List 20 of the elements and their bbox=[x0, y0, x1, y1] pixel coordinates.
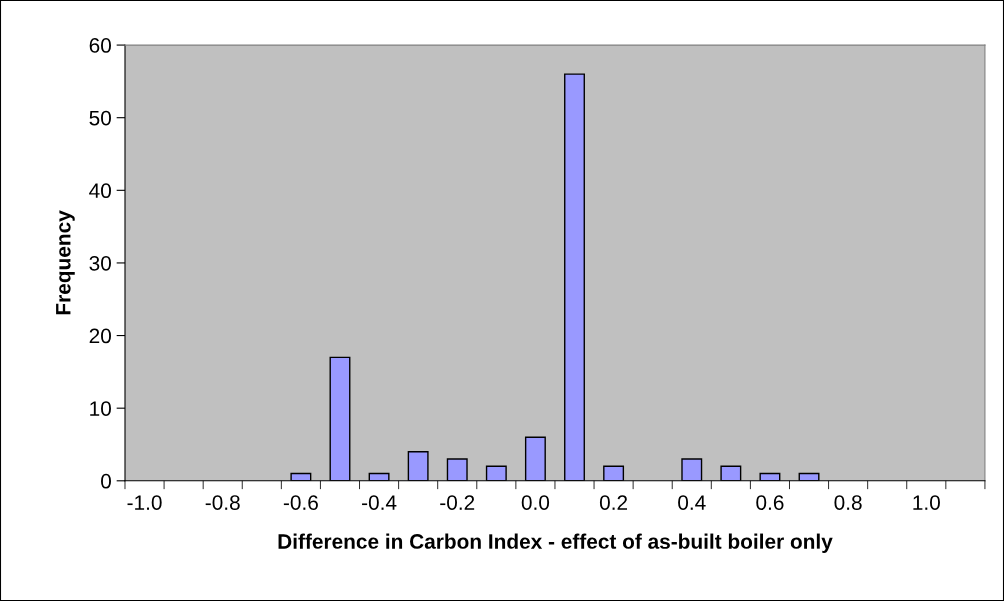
y-axis-title: Frequency bbox=[56, 210, 75, 315]
y-tick-label: 60 bbox=[89, 38, 111, 53]
x-tick-label: -1.0 bbox=[127, 495, 162, 510]
x-tick-label: 0.8 bbox=[834, 495, 862, 510]
x-tick-label: 0.6 bbox=[756, 495, 784, 510]
x-tick-label: -0.4 bbox=[362, 495, 397, 510]
x-tick-label: 0.4 bbox=[678, 495, 706, 510]
y-tick-label: 20 bbox=[89, 328, 111, 344]
y-tick-label: 0 bbox=[101, 473, 111, 489]
y-tick-label: 50 bbox=[89, 110, 111, 126]
x-tick-label: -0.8 bbox=[205, 495, 240, 510]
y-tick-label: 30 bbox=[89, 255, 111, 271]
x-axis-title: Difference in Carbon Index - effect of as-built boiler only bbox=[278, 533, 833, 553]
y-tick-label: 40 bbox=[89, 183, 111, 199]
x-tick-label: -0.6 bbox=[283, 495, 318, 510]
x-tick-label: 0.0 bbox=[521, 495, 550, 510]
x-tick-label: -0.2 bbox=[440, 495, 475, 510]
y-tick-label: 10 bbox=[90, 401, 111, 416]
x-tick-label: 1.0 bbox=[913, 495, 940, 510]
x-tick-label: 0.2 bbox=[599, 495, 628, 510]
